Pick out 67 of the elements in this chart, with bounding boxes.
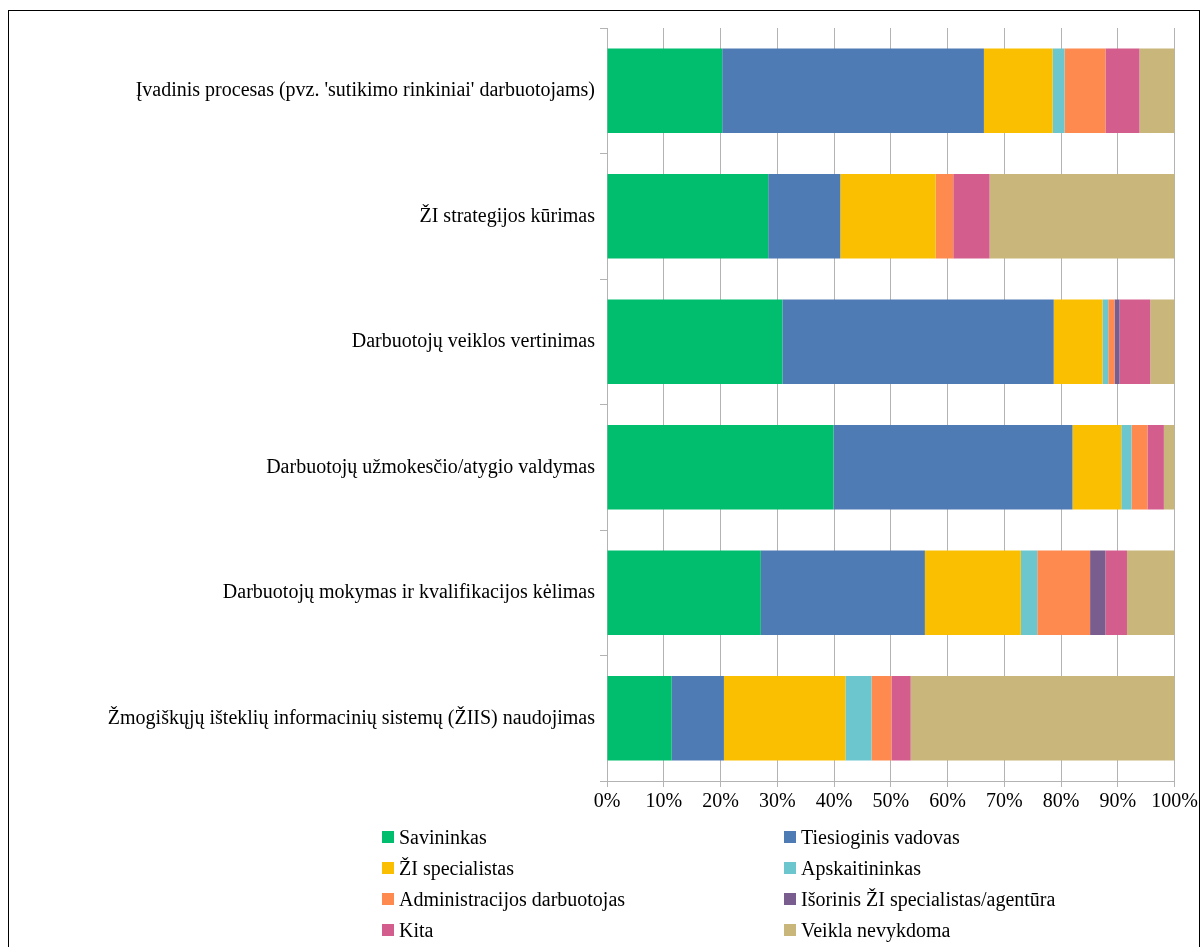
legend-label: Administracijos darbuotojas — [399, 887, 626, 911]
bar — [1105, 48, 1140, 134]
bar — [722, 48, 984, 134]
bar — [1108, 299, 1115, 385]
bar — [845, 675, 872, 761]
bar — [782, 299, 1054, 385]
legend-label: Veikla nevykdoma — [801, 918, 951, 942]
y-tick-label: Darbuotojų mokymas ir kvalifikacijos kėlimas — [222, 580, 596, 603]
x-tick-label: 10% — [645, 789, 683, 812]
bar — [1020, 550, 1038, 636]
y-tick-label: ŽI strategijos kūrimas — [419, 203, 596, 227]
bar — [607, 299, 783, 385]
bar — [891, 675, 911, 761]
bar — [607, 173, 769, 259]
bar — [1037, 550, 1091, 636]
x-tick-label: 90% — [1099, 789, 1137, 812]
bar — [989, 173, 1175, 259]
bar — [1119, 299, 1151, 385]
bar — [1072, 424, 1122, 510]
bar — [671, 675, 724, 761]
bar — [1150, 299, 1175, 385]
bar — [953, 173, 990, 259]
legend-label: Apskaitininkas — [801, 856, 921, 880]
bar — [607, 48, 723, 134]
legend-label: Tiesioginis vadovas — [801, 825, 960, 849]
bar — [1139, 48, 1175, 134]
x-tick-label: 20% — [702, 789, 739, 812]
bar — [1126, 550, 1175, 636]
x-tick-label: 80% — [1042, 789, 1080, 812]
bar — [1064, 48, 1106, 134]
legend-label: Savininkas — [399, 825, 487, 849]
bar — [723, 675, 846, 761]
bar — [935, 173, 954, 259]
y-tick-label: Darbuotojų užmokesčio/atygio valdymas — [266, 454, 596, 478]
x-tick-label: 30% — [758, 789, 796, 812]
bar — [1147, 424, 1164, 510]
bar — [1114, 299, 1120, 385]
x-tick-label: 0% — [593, 789, 621, 812]
bar — [1121, 424, 1132, 510]
bar — [768, 173, 841, 259]
y-tick-label: Įvadinis procesas (pvz. 'sutikimo rinkiniai' darbuotojams) — [135, 78, 595, 101]
bar — [1053, 299, 1103, 385]
bar — [924, 550, 1021, 636]
bar — [607, 675, 672, 761]
x-tick-label: 70% — [986, 789, 1023, 812]
bar — [1052, 48, 1065, 134]
legend-label: Išorinis ŽI specialistas/agentūra — [801, 887, 1056, 911]
x-tick-label: 40% — [815, 789, 853, 812]
legend-label: Kita — [399, 918, 434, 942]
x-tick-label: 60% — [929, 789, 966, 812]
x-tick-label: 50% — [872, 789, 910, 812]
bar — [871, 675, 892, 761]
x-tick-label: 100% — [1151, 789, 1199, 812]
bar — [1131, 424, 1148, 510]
bar — [840, 173, 936, 259]
bar — [1105, 550, 1127, 636]
bar — [1163, 424, 1175, 510]
legend-label: ŽI specialistas — [399, 856, 514, 880]
y-tick-label: Žmogiškųjų išteklių informacinių sistemų (ŽIIS) naudojimas — [107, 705, 596, 729]
bar — [1090, 550, 1106, 636]
bar — [983, 48, 1053, 134]
bar — [833, 424, 1073, 510]
bar — [910, 675, 1175, 761]
y-tick-label: Darbuotojų veiklos vertinimas — [351, 329, 596, 352]
bar — [607, 550, 761, 636]
bar — [760, 550, 925, 636]
bar — [607, 424, 834, 510]
